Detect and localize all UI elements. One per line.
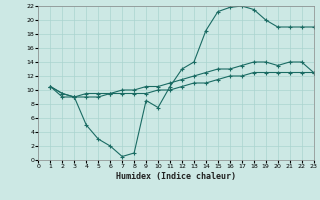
X-axis label: Humidex (Indice chaleur): Humidex (Indice chaleur) (116, 172, 236, 181)
